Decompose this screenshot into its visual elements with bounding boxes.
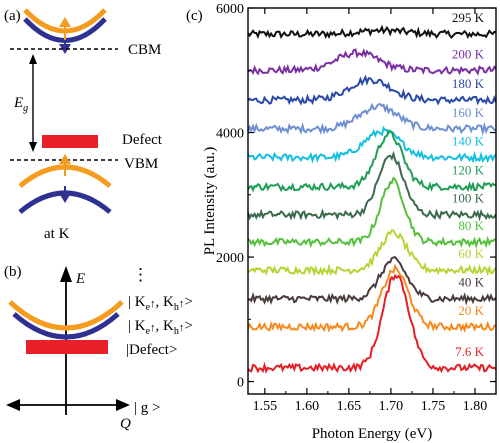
- cbm-label: CBM: [128, 42, 161, 58]
- energy-axis-label: E: [75, 271, 85, 287]
- panel-a: (a) CBM Eg Defect VBM at K: [4, 8, 163, 242]
- momentum-axis-label: Q: [120, 416, 131, 432]
- arrow-up-icon: [29, 54, 37, 64]
- y-tick-label-2: 4000: [216, 127, 244, 142]
- x-tick-label-0: 1.55: [253, 399, 278, 414]
- hole-spin-down-icon: [59, 193, 71, 203]
- series-line-4: [247, 125, 497, 164]
- series-line-0: [247, 24, 497, 40]
- panel-c-label: (c): [186, 8, 203, 24]
- y-axis-label: PL Intensity (a.u.): [202, 147, 218, 256]
- at-k-label: at K: [44, 226, 70, 242]
- momentum-axis-right-arrow-icon: [116, 399, 130, 411]
- x-tick-label-1: 1.60: [295, 399, 320, 414]
- defect-label: Defect: [122, 132, 163, 148]
- spin-up-icon: [59, 17, 71, 27]
- series-label-2: 180 K: [452, 76, 485, 91]
- series-line-3: [247, 102, 497, 137]
- pl-chart: 295 K 200 K 180 K 160 K 140 K 120 K 100 K 80 K 6…: [202, 2, 497, 442]
- series-line-2: [247, 74, 497, 106]
- series-label-1: 200 K: [452, 46, 485, 61]
- series-line-5: [247, 129, 497, 193]
- series-label-9: 40 K: [458, 275, 484, 290]
- ground-state-label: | g >: [134, 400, 160, 416]
- series-line-8: [247, 229, 497, 277]
- x-tick-label-2: 1.65: [337, 399, 362, 414]
- defect-state-label: |Defect>: [126, 342, 177, 358]
- exciton-band-orange: [8, 300, 124, 331]
- arrow-down-icon: [29, 142, 37, 152]
- defect-level: [42, 135, 98, 148]
- panel-b-label: (b): [4, 264, 22, 280]
- series-line-7: [247, 176, 497, 249]
- state-label-1: | Ke↑, Kh↑>: [128, 294, 193, 313]
- vbm-label: VBM: [124, 156, 158, 172]
- series-line-6: [247, 150, 497, 222]
- panel-c: (c) 295 K 200 K 180 K 160 K 140 K 120 K 100 K 8…: [186, 2, 497, 442]
- series-label-8: 60 K: [458, 246, 484, 261]
- series-label-0: 295 K: [452, 10, 485, 25]
- eg-label: Eg: [13, 95, 28, 114]
- plot-frame: [247, 7, 497, 395]
- energy-axis-arrow-icon: [60, 266, 72, 282]
- x-tick-label-5: 1.80: [463, 399, 488, 414]
- momentum-axis-left-arrow-icon: [6, 399, 20, 411]
- series-line-9: [247, 256, 497, 306]
- series-label-3: 160 K: [452, 105, 485, 120]
- series-label-5: 120 K: [452, 163, 485, 178]
- y-tick-label-1: 2000: [216, 251, 244, 266]
- y-tick-label-0: 0: [237, 376, 244, 391]
- series-line-1: [247, 47, 497, 76]
- more-states-dots: ⋮: [132, 265, 149, 284]
- x-tick-label-4: 1.75: [421, 399, 446, 414]
- spin-down-icon: [59, 44, 71, 54]
- series-label-4: 140 K: [452, 133, 485, 148]
- hole-spin-up-icon: [59, 154, 71, 164]
- defect-exciton-level: [26, 340, 108, 354]
- series-label-10: 20 K: [458, 303, 484, 318]
- state-label-2: | Ke↑, Kh↑>: [128, 318, 193, 337]
- panel-b: (b) E Q ⋮ | Ke↑, Kh↑> | Ke↑, Kh↑> |Defec…: [4, 264, 193, 432]
- series-label-11: 7.6 K: [455, 344, 485, 359]
- series-line-10: [247, 263, 497, 333]
- exciton-band-blue: [12, 312, 120, 340]
- panel-a-label: (a): [4, 8, 21, 24]
- series-label-6: 100 K: [452, 191, 485, 206]
- x-axis-label: Photon Energy (eV): [312, 426, 433, 442]
- y-tick-label-3: 6000: [216, 2, 244, 17]
- x-tick-label-3: 1.70: [379, 399, 404, 414]
- series-line-11: [247, 273, 497, 374]
- series-label-7: 80 K: [458, 218, 484, 233]
